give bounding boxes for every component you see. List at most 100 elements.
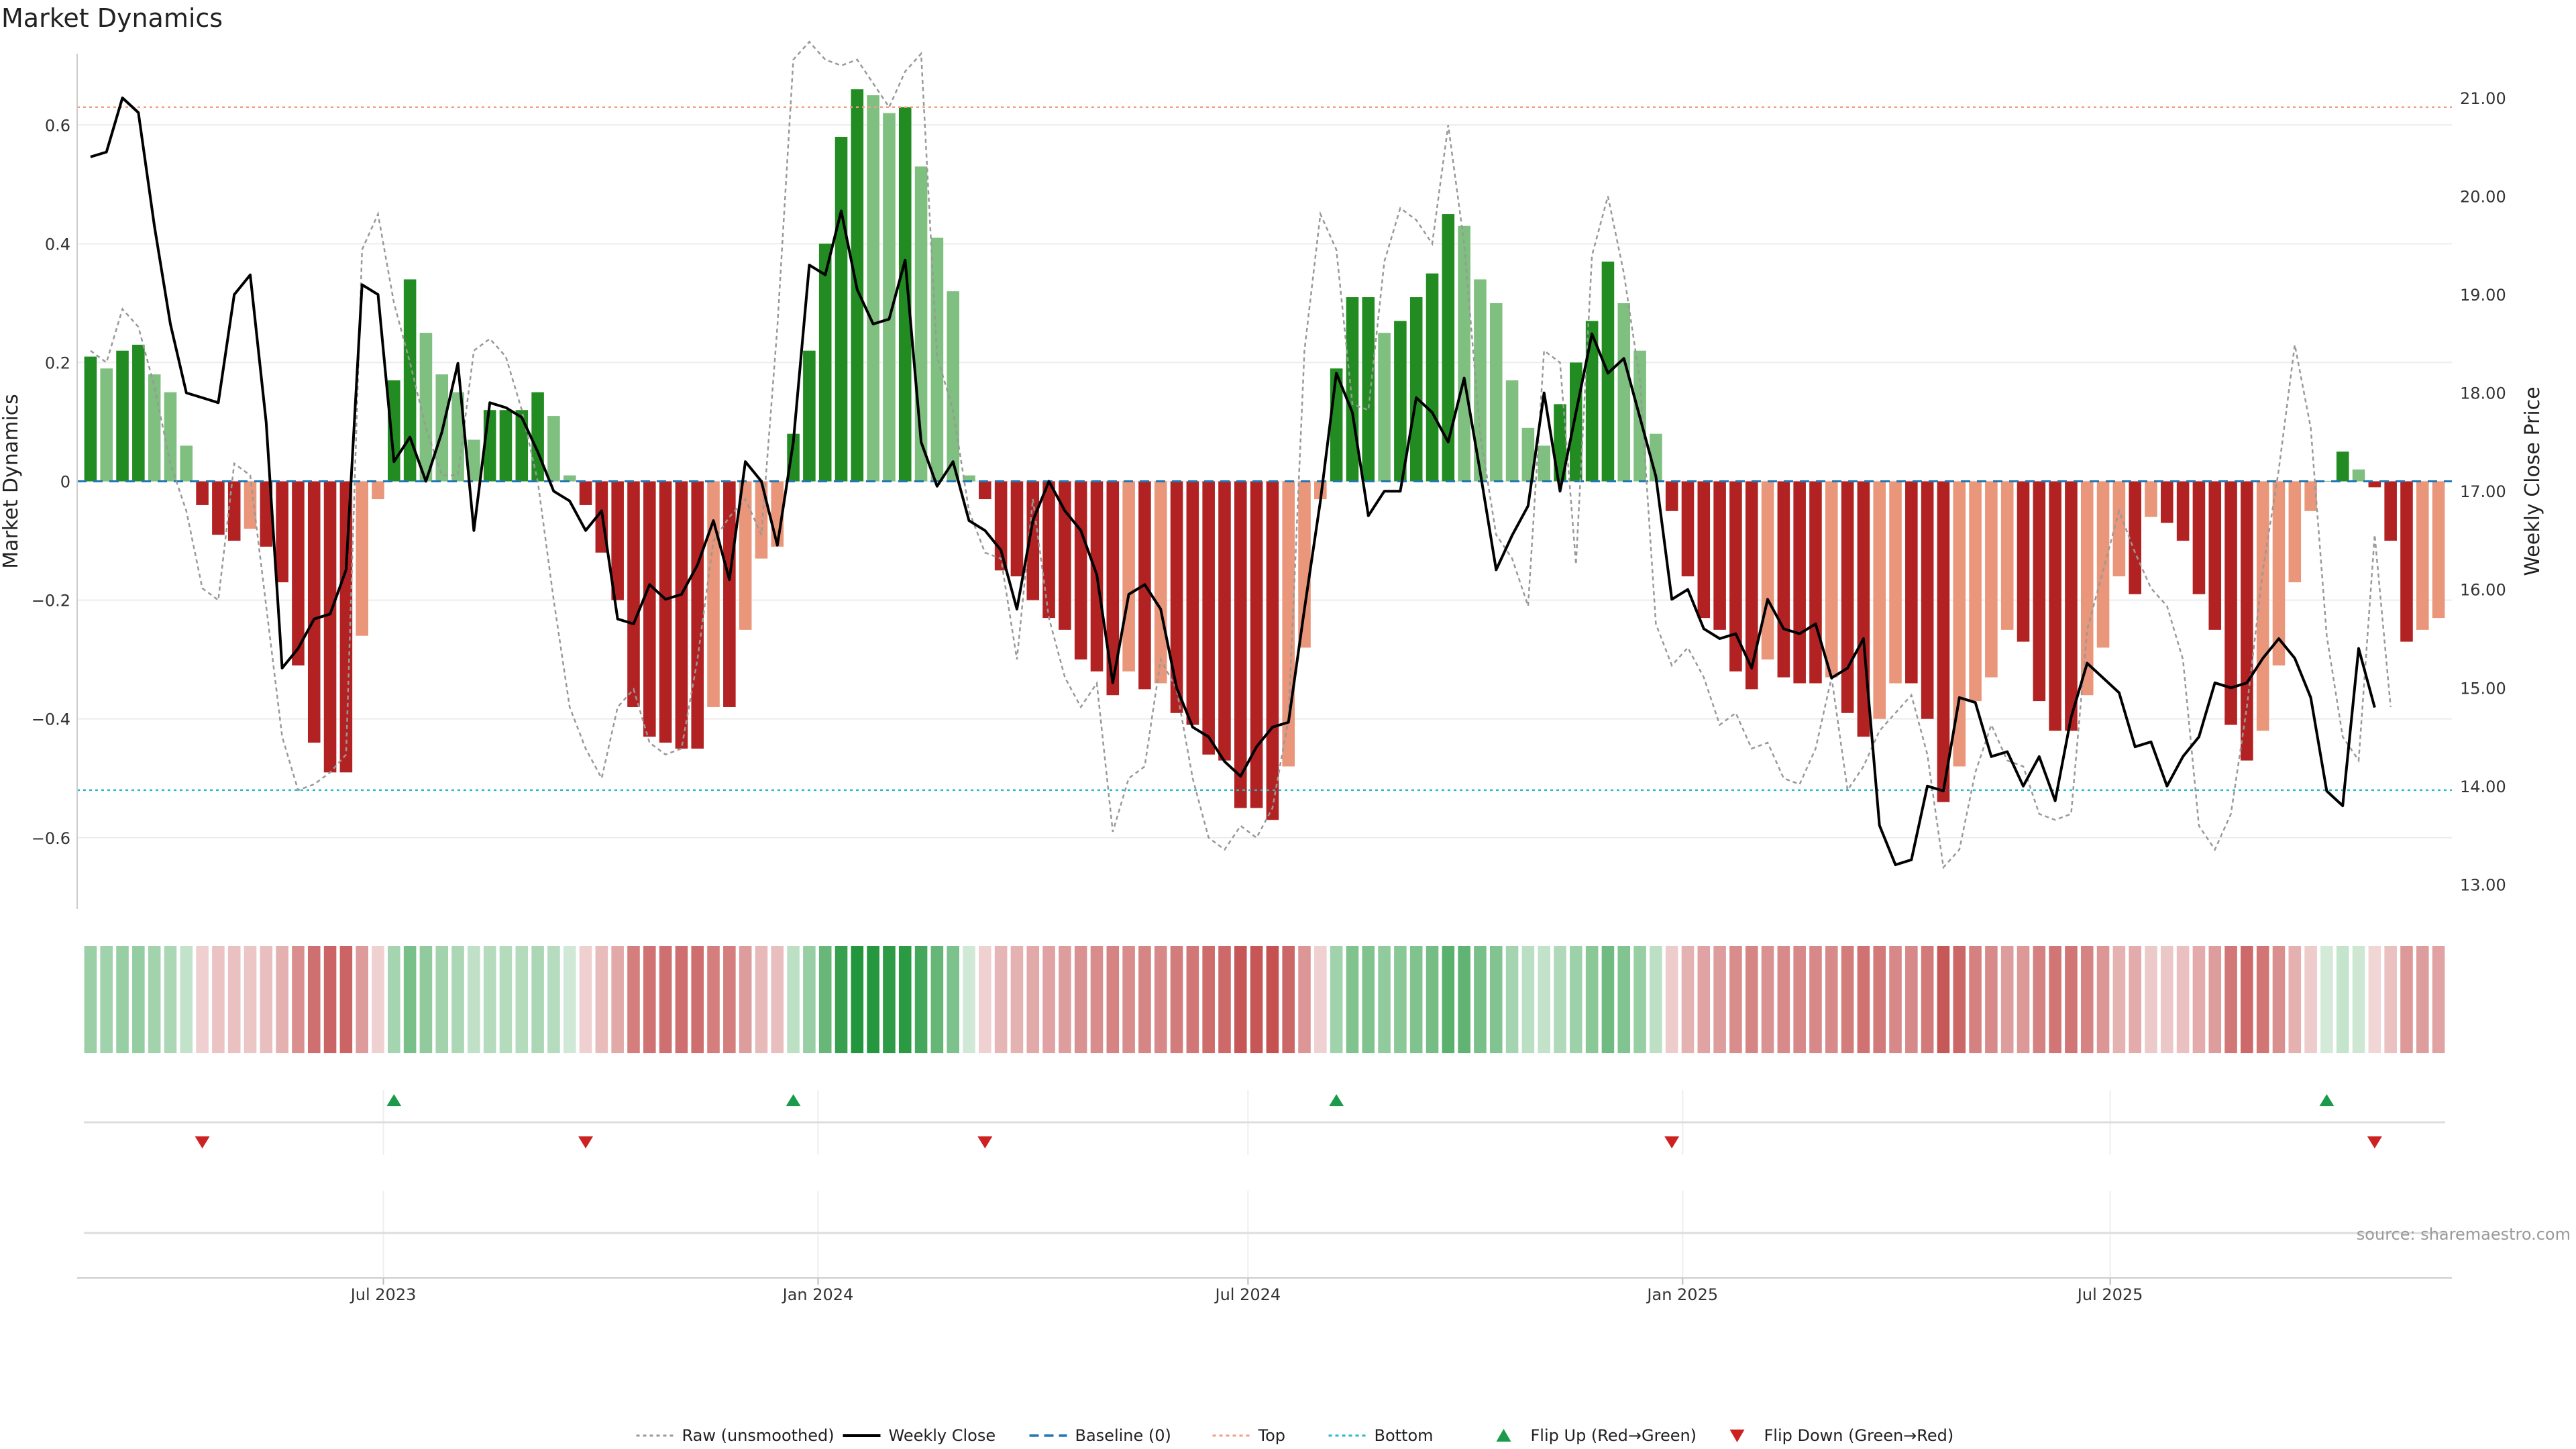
flip-down-marker bbox=[578, 1136, 594, 1148]
y2-axis-title: Weekly Close Price bbox=[2521, 386, 2544, 576]
bar bbox=[499, 410, 513, 482]
bar bbox=[979, 481, 991, 500]
y2-tick-label: 17.00 bbox=[2460, 482, 2506, 501]
strip-cell bbox=[2129, 946, 2141, 1053]
strip-cell bbox=[611, 946, 624, 1053]
bar bbox=[1442, 214, 1455, 482]
legend-label: Top bbox=[1258, 1426, 1286, 1445]
bar bbox=[1505, 380, 1519, 482]
flip-up-marker bbox=[2319, 1094, 2334, 1106]
strip-cell bbox=[1010, 946, 1024, 1053]
bar bbox=[2049, 481, 2061, 731]
bars bbox=[84, 89, 2445, 820]
bar bbox=[2272, 481, 2286, 665]
flip-down-marker bbox=[977, 1136, 993, 1148]
strip-cell bbox=[1442, 946, 1455, 1053]
strip-cell bbox=[1953, 946, 1966, 1053]
bar bbox=[994, 481, 1008, 571]
flip-down-marker bbox=[1664, 1136, 1680, 1148]
bar bbox=[1489, 303, 1503, 482]
strip-cell bbox=[483, 946, 496, 1053]
strip-cell bbox=[2033, 946, 2046, 1053]
bar bbox=[947, 291, 959, 482]
source-note: source: sharemaestro.com bbox=[2357, 1225, 2571, 1244]
strip-cell bbox=[356, 946, 368, 1053]
bar bbox=[611, 481, 624, 600]
strip-cell bbox=[499, 946, 513, 1053]
bar bbox=[2080, 481, 2094, 696]
bar bbox=[867, 95, 879, 482]
y2-tick-label: 14.00 bbox=[2460, 777, 2506, 796]
strip-cell bbox=[84, 946, 97, 1053]
strip-cell bbox=[2096, 946, 2110, 1053]
strip-cell bbox=[2272, 946, 2286, 1053]
bar bbox=[2208, 481, 2222, 630]
strip-cell bbox=[1026, 946, 1040, 1053]
strip-cell bbox=[164, 946, 177, 1053]
y2-tick-label: 20.00 bbox=[2460, 188, 2506, 207]
legend-item: Bottom bbox=[1328, 1426, 1434, 1445]
raw-line bbox=[90, 40, 2392, 869]
strip-cell bbox=[2432, 946, 2445, 1053]
strip-cell bbox=[1458, 946, 1470, 1053]
strip-cell bbox=[707, 946, 720, 1053]
strip-cell bbox=[963, 946, 975, 1053]
strip-cell bbox=[1985, 946, 1998, 1053]
strip-cell bbox=[1521, 946, 1535, 1053]
strip-cell bbox=[419, 946, 433, 1053]
bar bbox=[292, 481, 305, 665]
legend-label: Flip Down (Green→Red) bbox=[1764, 1426, 1954, 1445]
bar bbox=[388, 380, 400, 482]
bar bbox=[180, 445, 193, 482]
bar bbox=[531, 392, 544, 482]
strip-cell bbox=[276, 946, 288, 1053]
bar bbox=[2416, 481, 2429, 630]
x-tick-label: Jul 2025 bbox=[2076, 1285, 2143, 1304]
strip-cell bbox=[739, 946, 752, 1053]
flip-markers bbox=[195, 1094, 2382, 1148]
bar bbox=[2000, 481, 2014, 630]
legend-label: Baseline (0) bbox=[1075, 1426, 1171, 1445]
bar bbox=[164, 392, 177, 482]
strip-cell bbox=[244, 946, 257, 1053]
strip-cell bbox=[116, 946, 129, 1053]
bar bbox=[1745, 481, 1758, 690]
strip-cell bbox=[898, 946, 912, 1053]
bar bbox=[1154, 481, 1167, 684]
strip-cell bbox=[883, 946, 896, 1053]
bar bbox=[579, 481, 592, 505]
legend-item: Weekly Close bbox=[843, 1426, 996, 1445]
strip-cell bbox=[2241, 946, 2253, 1053]
strip-cell bbox=[2112, 946, 2126, 1053]
bar bbox=[1250, 481, 1263, 808]
strip-cell bbox=[2065, 946, 2078, 1053]
bar bbox=[1570, 362, 1582, 482]
date-axis-panel: Jul 2023 Jan 2024 Jul 2024 Jan 2025 Jul 2025 bbox=[77, 1090, 2452, 1304]
y-axis-title: Market Dynamics bbox=[0, 394, 23, 569]
strip-cell bbox=[627, 946, 640, 1053]
bar bbox=[2033, 481, 2046, 702]
bar bbox=[1362, 297, 1375, 482]
bar bbox=[2256, 481, 2269, 731]
strip-cell bbox=[755, 946, 768, 1053]
y-tick-label: 0.4 bbox=[45, 235, 70, 254]
strip-cell bbox=[2400, 946, 2413, 1053]
legend-swatch bbox=[1496, 1429, 1511, 1442]
bar bbox=[2176, 481, 2190, 541]
flip-up-marker bbox=[386, 1094, 402, 1106]
bar bbox=[2017, 481, 2030, 642]
bar bbox=[1394, 321, 1407, 482]
strip-cell bbox=[2049, 946, 2061, 1053]
legend-label: Bottom bbox=[1375, 1426, 1434, 1445]
strip-cell bbox=[1601, 946, 1615, 1053]
strip-cell bbox=[1761, 946, 1774, 1053]
x-tick-label: Jul 2024 bbox=[1214, 1285, 1281, 1304]
strip-cell bbox=[979, 946, 991, 1053]
strip-cell bbox=[2224, 946, 2237, 1053]
bar bbox=[2096, 481, 2110, 648]
strip-cell bbox=[867, 946, 879, 1053]
strip-cell bbox=[1282, 946, 1295, 1053]
bar bbox=[1809, 481, 1822, 684]
strip-cell bbox=[196, 946, 209, 1053]
strip-cell bbox=[1330, 946, 1343, 1053]
